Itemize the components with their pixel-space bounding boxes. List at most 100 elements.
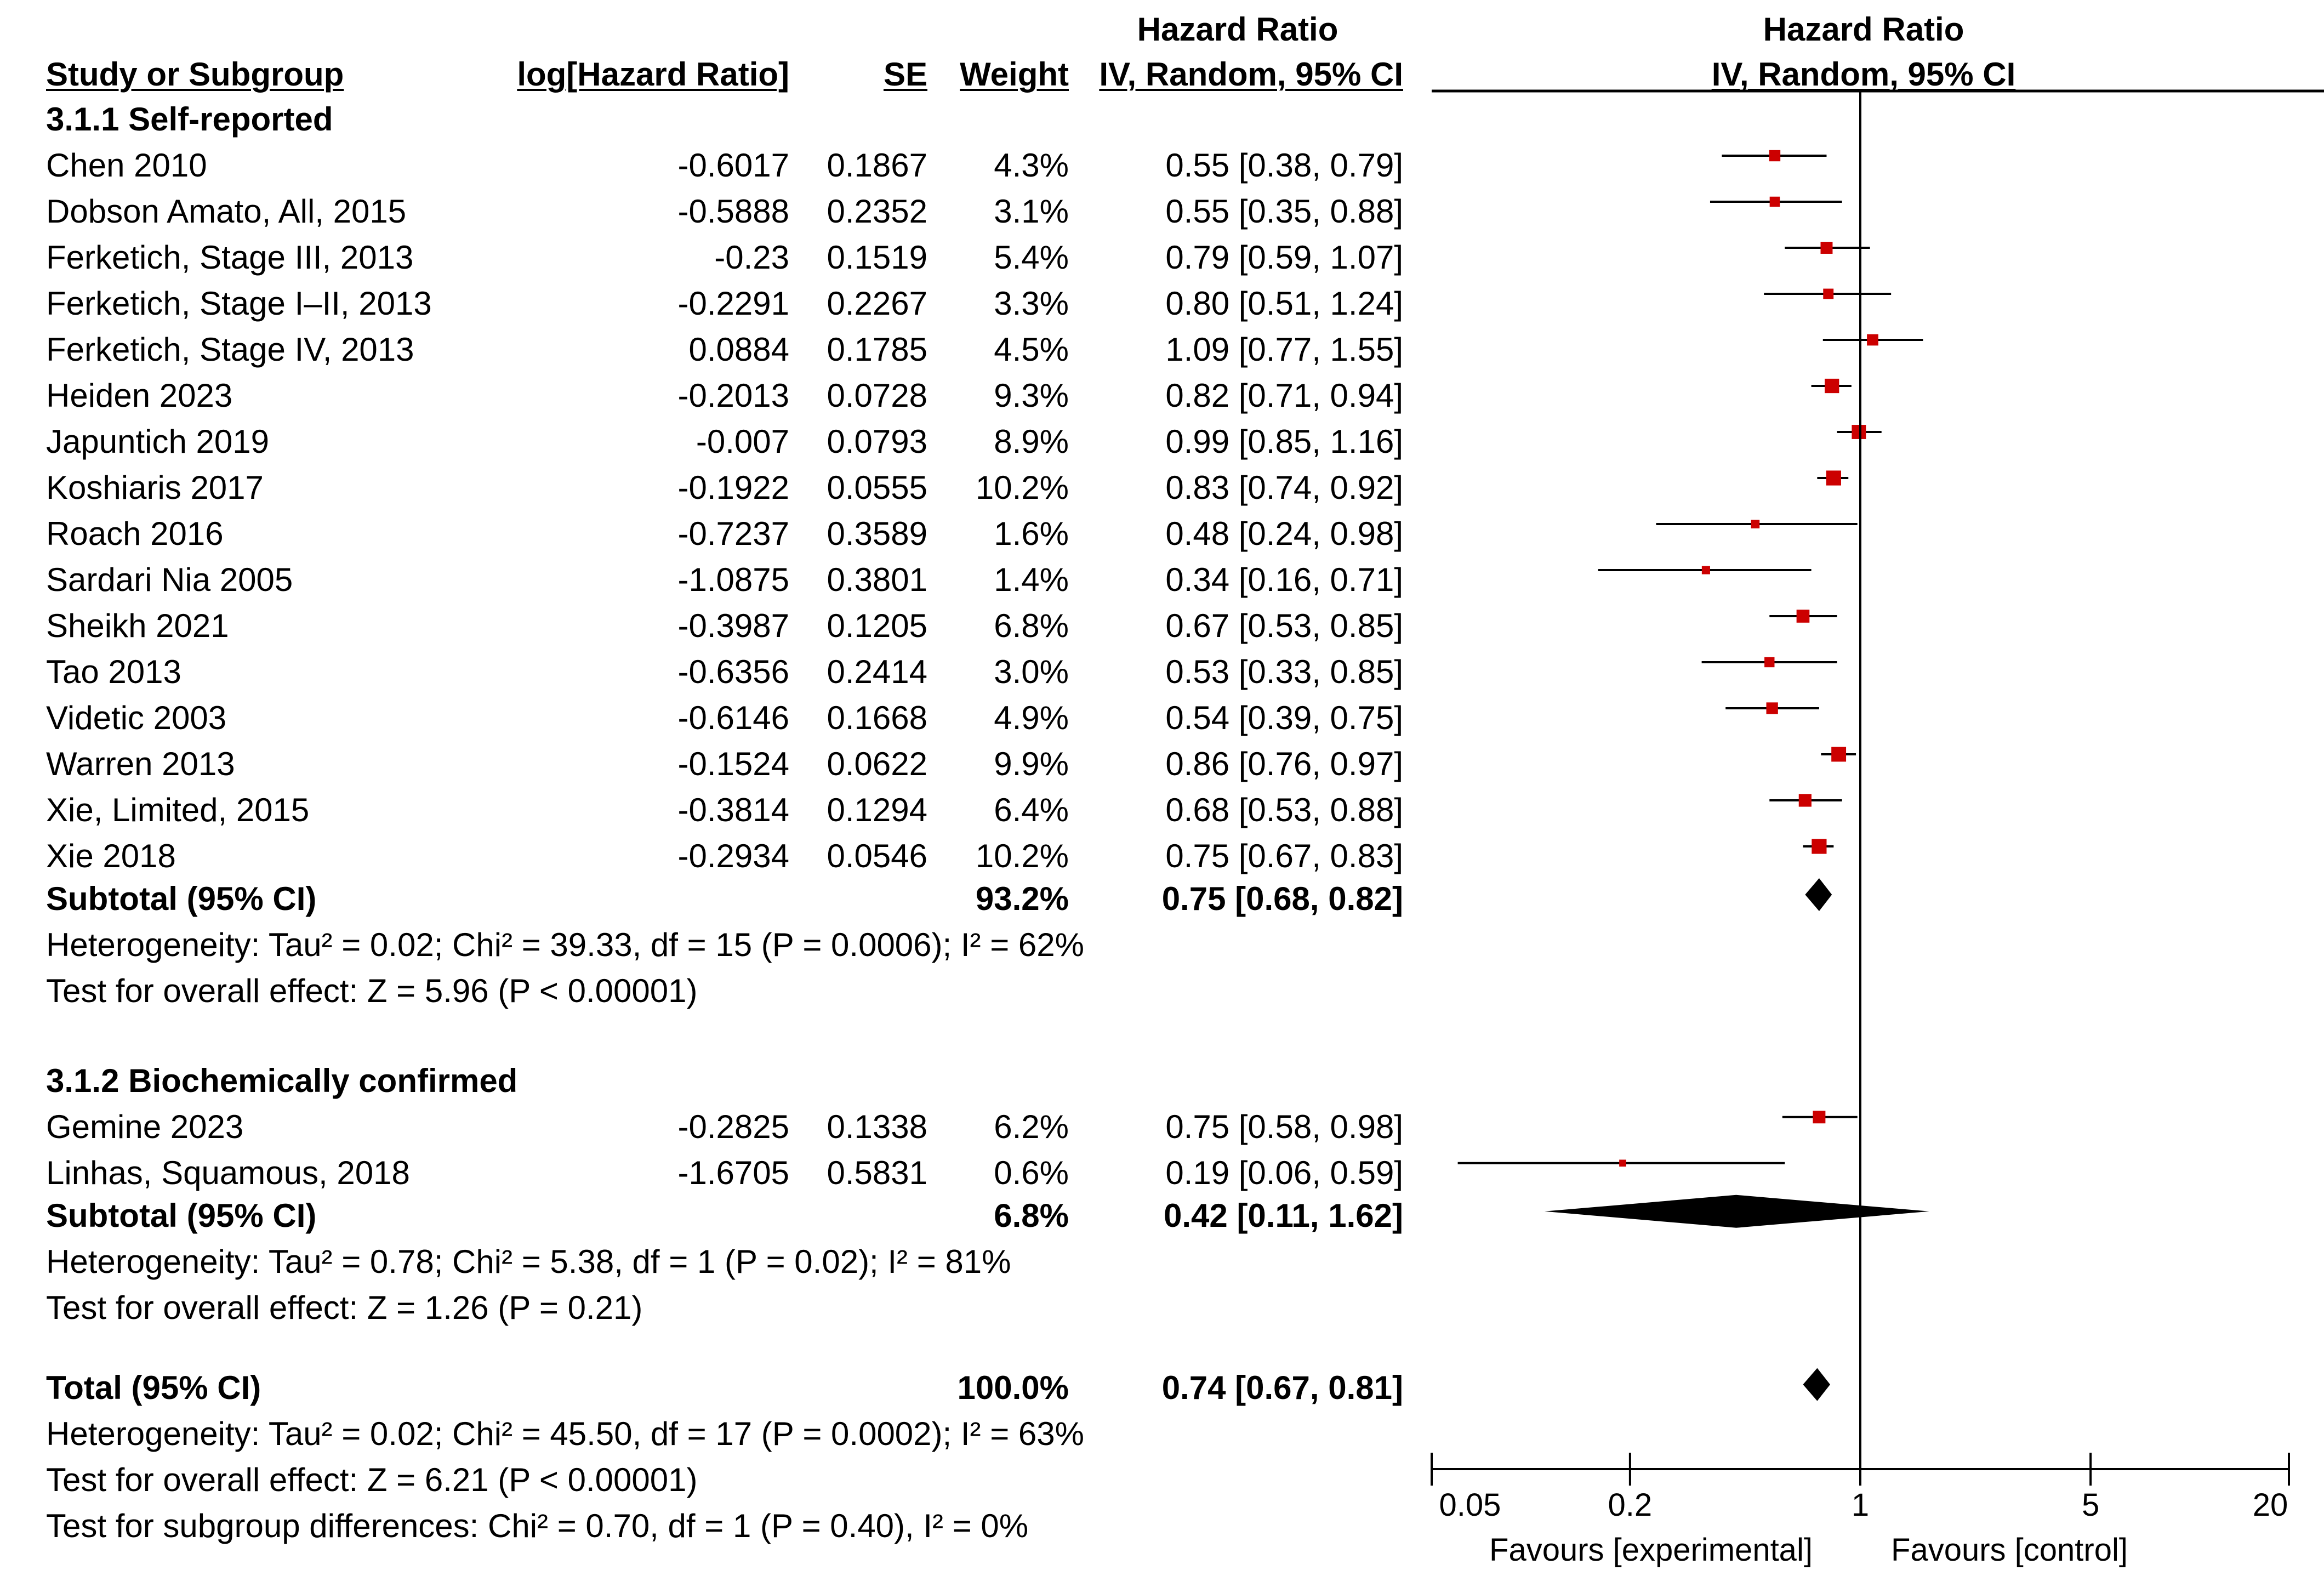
total-overall-effect-text: Test for overall effect: Z = 6.21 (P < 0… bbox=[46, 1461, 698, 1498]
x-axis-tick-label: 5 bbox=[2081, 1487, 2100, 1523]
study-ci: 0.53 [0.33, 0.85] bbox=[1165, 653, 1403, 690]
study-weight: 6.4% bbox=[994, 792, 1069, 828]
study-se: 0.0555 bbox=[827, 469, 927, 506]
study-loghr: -0.2825 bbox=[677, 1108, 790, 1145]
study-point-marker bbox=[1764, 657, 1775, 668]
study-ci: 0.67 [0.53, 0.85] bbox=[1165, 607, 1403, 644]
x-axis-tick-label: 0.05 bbox=[1439, 1487, 1501, 1523]
study-name: Japuntich 2019 bbox=[46, 423, 269, 460]
study-se: 0.1519 bbox=[827, 239, 927, 276]
study-weight: 1.4% bbox=[994, 561, 1069, 598]
header-weight: Weight bbox=[960, 56, 1069, 93]
study-name: Gemine 2023 bbox=[46, 1108, 244, 1145]
favours-right-label: Favours [control] bbox=[1891, 1532, 2128, 1568]
study-point-marker bbox=[1812, 839, 1827, 854]
study-name: Sardari Nia 2005 bbox=[46, 561, 293, 598]
study-loghr: -0.23 bbox=[714, 239, 789, 276]
header-ci-method: IV, Random, 95% CI bbox=[1099, 56, 1403, 93]
study-name: Koshiaris 2017 bbox=[46, 469, 264, 506]
total-weight: 100.0% bbox=[957, 1369, 1069, 1406]
study-weight: 5.4% bbox=[994, 239, 1069, 276]
header-hr-title: Hazard Ratio bbox=[1137, 11, 1338, 48]
study-loghr: -0.6017 bbox=[677, 147, 790, 184]
study-point-marker bbox=[1796, 610, 1810, 623]
subtotal-ci: 0.42 [0.11, 1.62] bbox=[1164, 1197, 1403, 1234]
study-name: Xie, Limited, 2015 bbox=[46, 792, 310, 828]
study-name: Ferketich, Stage IV, 2013 bbox=[46, 331, 414, 368]
study-point-marker bbox=[1823, 288, 1834, 299]
study-ci: 0.68 [0.53, 0.88] bbox=[1165, 792, 1403, 828]
study-weight: 4.9% bbox=[994, 699, 1069, 736]
study-point-marker bbox=[1820, 242, 1833, 254]
x-axis-tick-label: 0.2 bbox=[1608, 1487, 1653, 1523]
study-ci: 0.55 [0.35, 0.88] bbox=[1165, 193, 1403, 230]
study-ci: 0.55 [0.38, 0.79] bbox=[1165, 147, 1403, 184]
study-weight: 0.6% bbox=[994, 1154, 1069, 1191]
study-weight: 6.2% bbox=[994, 1108, 1069, 1145]
study-weight: 3.1% bbox=[994, 193, 1069, 230]
subgroup-title: 3.1.2 Biochemically confirmed bbox=[46, 1062, 518, 1099]
study-se: 0.1668 bbox=[827, 699, 927, 736]
subtotal-diamond bbox=[1805, 878, 1832, 911]
study-se: 0.0546 bbox=[827, 838, 927, 874]
study-weight: 3.0% bbox=[994, 653, 1069, 690]
study-ci: 0.80 [0.51, 1.24] bbox=[1165, 285, 1403, 322]
study-name: Chen 2010 bbox=[46, 147, 207, 184]
study-loghr: -0.2013 bbox=[677, 377, 790, 414]
study-ci: 0.75 [0.58, 0.98] bbox=[1165, 1108, 1403, 1145]
study-name: Videtic 2003 bbox=[46, 699, 227, 736]
study-se: 0.0622 bbox=[827, 746, 927, 782]
header-loghr: log[Hazard Ratio] bbox=[517, 56, 789, 93]
heterogeneity-text: Heterogeneity: Tau² = 0.02; Chi² = 39.33… bbox=[46, 926, 1084, 963]
study-loghr: -0.2291 bbox=[677, 285, 790, 322]
study-ci: 0.75 [0.67, 0.83] bbox=[1165, 838, 1403, 874]
study-se: 0.3589 bbox=[827, 515, 927, 552]
study-name: Sheikh 2021 bbox=[46, 607, 229, 644]
subgroup-differences-text: Test for subgroup differences: Chi² = 0.… bbox=[46, 1507, 1029, 1544]
study-point-marker bbox=[1769, 150, 1781, 162]
study-ci: 0.82 [0.71, 0.94] bbox=[1165, 377, 1403, 414]
study-loghr: 0.0884 bbox=[688, 331, 789, 368]
subtotal-ci: 0.75 [0.68, 0.82] bbox=[1161, 880, 1403, 917]
study-point-marker bbox=[1831, 747, 1847, 762]
study-point-marker bbox=[1813, 1111, 1826, 1124]
study-ci: 0.83 [0.74, 0.92] bbox=[1165, 469, 1403, 506]
study-se: 0.1867 bbox=[827, 147, 927, 184]
study-point-marker bbox=[1751, 520, 1760, 528]
study-weight: 9.9% bbox=[994, 746, 1069, 782]
total-ci: 0.74 [0.67, 0.81] bbox=[1161, 1369, 1403, 1406]
study-ci: 0.54 [0.39, 0.75] bbox=[1165, 699, 1403, 736]
header-se: SE bbox=[883, 56, 927, 93]
study-point-marker bbox=[1867, 334, 1878, 346]
total-label: Total (95% CI) bbox=[46, 1369, 261, 1406]
study-loghr: -0.3987 bbox=[677, 607, 790, 644]
overall-effect-text: Test for overall effect: Z = 1.26 (P = 0… bbox=[46, 1289, 643, 1326]
study-se: 0.0793 bbox=[827, 423, 927, 460]
study-loghr: -0.007 bbox=[696, 423, 789, 460]
study-name: Heiden 2023 bbox=[46, 377, 233, 414]
study-se: 0.1785 bbox=[827, 331, 927, 368]
study-weight: 6.8% bbox=[994, 607, 1069, 644]
subgroup-title: 3.1.1 Self-reported bbox=[46, 101, 333, 138]
study-point-marker bbox=[1619, 1159, 1626, 1167]
study-name: Warren 2013 bbox=[46, 746, 235, 782]
subtotal-weight: 6.8% bbox=[994, 1197, 1069, 1234]
study-point-marker bbox=[1701, 566, 1710, 574]
study-point-marker bbox=[1826, 470, 1841, 486]
study-point-marker bbox=[1852, 425, 1866, 439]
study-point-marker bbox=[1769, 196, 1780, 207]
header-plot-title: Hazard Ratio bbox=[1763, 11, 1964, 48]
total-diamond bbox=[1803, 1368, 1830, 1401]
study-se: 0.5831 bbox=[827, 1154, 927, 1191]
study-se: 0.0728 bbox=[827, 377, 927, 414]
total-heterogeneity-text: Heterogeneity: Tau² = 0.02; Chi² = 45.50… bbox=[46, 1415, 1084, 1452]
study-ci: 0.99 [0.85, 1.16] bbox=[1165, 423, 1403, 460]
study-name: Roach 2016 bbox=[46, 515, 224, 552]
study-ci: 0.19 [0.06, 0.59] bbox=[1165, 1154, 1403, 1191]
study-loghr: -0.2934 bbox=[677, 838, 790, 874]
overall-effect-text: Test for overall effect: Z = 5.96 (P < 0… bbox=[46, 972, 698, 1009]
study-weight: 10.2% bbox=[975, 469, 1069, 506]
subtotal-label: Subtotal (95% CI) bbox=[46, 1197, 317, 1234]
study-weight: 10.2% bbox=[975, 838, 1069, 874]
study-se: 0.3801 bbox=[827, 561, 927, 598]
